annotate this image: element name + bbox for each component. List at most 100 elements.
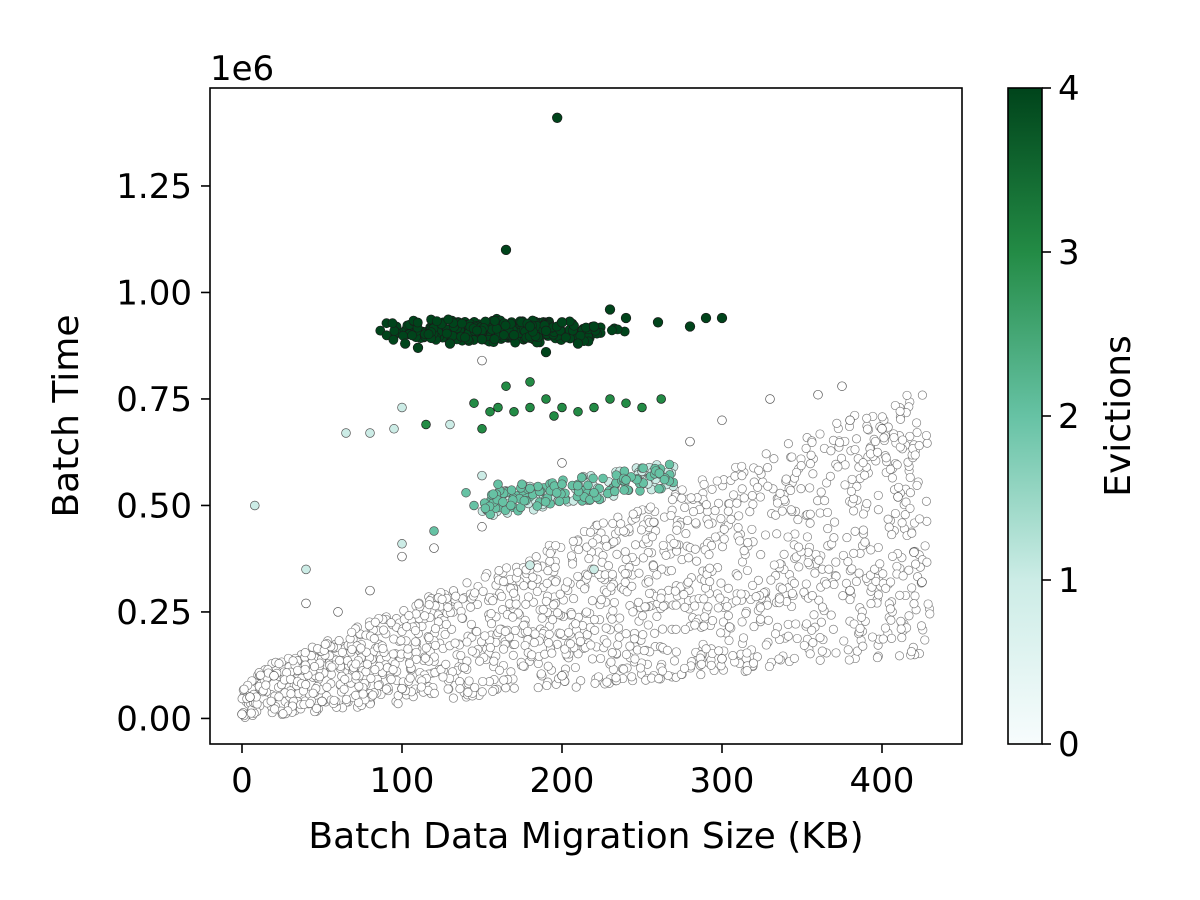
data-point <box>524 321 536 332</box>
data-point <box>388 665 398 675</box>
data-point <box>855 623 865 633</box>
data-point <box>320 639 330 649</box>
data-point <box>533 481 543 492</box>
data-point <box>347 627 357 637</box>
data-point <box>883 514 893 524</box>
data-point <box>850 526 860 536</box>
data-point <box>779 549 789 559</box>
data-point <box>895 406 905 416</box>
data-point <box>900 510 910 520</box>
data-point <box>683 577 693 587</box>
data-point <box>333 607 343 617</box>
data-point <box>462 637 472 647</box>
data-point <box>475 656 485 666</box>
data-point <box>477 522 487 532</box>
data-point <box>914 441 924 451</box>
data-point <box>547 648 557 658</box>
data-point <box>443 314 454 325</box>
data-point <box>910 450 920 460</box>
data-point <box>878 569 888 579</box>
data-point <box>583 480 593 490</box>
data-point <box>542 680 552 691</box>
data-point <box>735 536 745 546</box>
data-point <box>847 474 857 484</box>
data-point <box>573 571 583 581</box>
data-point <box>388 334 399 345</box>
data-point <box>519 581 529 591</box>
y-tick-label: 0.25 <box>116 593 192 633</box>
data-point <box>873 590 884 600</box>
data-point <box>598 473 608 484</box>
data-point <box>494 566 504 576</box>
data-point <box>877 412 887 422</box>
data-point <box>737 484 747 494</box>
data-point <box>501 563 512 573</box>
data-point <box>858 525 868 535</box>
data-point <box>886 615 896 625</box>
data-point <box>917 390 927 400</box>
data-point <box>574 544 584 555</box>
data-point <box>799 640 809 650</box>
data-point <box>621 475 631 485</box>
data-point <box>499 675 509 685</box>
data-point <box>270 704 280 714</box>
data-point <box>625 641 635 651</box>
data-point <box>897 633 907 643</box>
data-point <box>528 572 538 582</box>
data-point <box>680 502 690 513</box>
data-point <box>843 557 853 567</box>
data-point <box>386 618 396 628</box>
data-point <box>421 419 431 430</box>
data-point <box>801 579 811 589</box>
data-point <box>845 415 855 426</box>
x-axis: 0 100 200 300 400 <box>231 744 914 801</box>
data-point <box>892 561 902 571</box>
data-point <box>781 474 791 484</box>
data-point <box>671 600 681 610</box>
data-point <box>769 454 779 464</box>
data-point <box>585 527 596 537</box>
data-point <box>430 640 440 650</box>
data-point <box>747 491 757 501</box>
data-point <box>802 619 812 629</box>
data-point <box>621 398 631 408</box>
data-point <box>443 684 453 694</box>
data-point <box>443 602 453 612</box>
data-point <box>470 588 480 598</box>
data-point <box>658 624 668 634</box>
data-point <box>889 432 899 443</box>
data-point <box>761 640 771 650</box>
data-point <box>841 578 851 588</box>
data-point <box>476 334 488 345</box>
data-point <box>860 537 870 547</box>
data-point <box>756 550 766 560</box>
data-point <box>756 614 766 624</box>
data-point <box>255 670 266 680</box>
data-point <box>705 563 715 573</box>
y-tick-label: 1.25 <box>116 167 192 207</box>
data-point <box>525 483 535 494</box>
data-point <box>696 670 706 680</box>
data-point <box>713 603 723 613</box>
data-point <box>317 696 327 707</box>
data-point <box>644 577 654 587</box>
data-point <box>777 506 787 516</box>
data-point <box>379 625 389 635</box>
data-point <box>753 482 763 492</box>
data-point <box>691 518 701 528</box>
data-point <box>845 595 855 605</box>
data-point <box>466 619 476 629</box>
data-point <box>457 613 467 623</box>
data-point <box>308 688 318 698</box>
data-point <box>723 611 733 621</box>
data-point <box>647 532 657 542</box>
data-point <box>386 674 396 684</box>
data-point <box>888 551 898 561</box>
data-point <box>438 672 448 682</box>
data-point <box>690 601 700 611</box>
data-point <box>747 524 757 534</box>
data-point <box>429 688 439 698</box>
data-point <box>564 627 574 638</box>
data-point <box>686 493 696 503</box>
data-point <box>638 553 648 563</box>
